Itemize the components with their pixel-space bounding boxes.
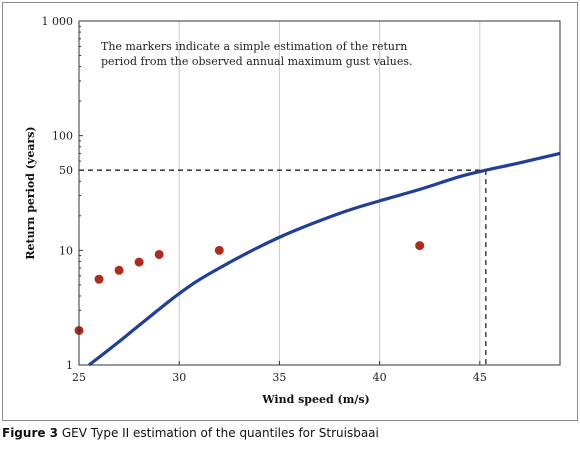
y-tick-label: 50 [59, 164, 73, 177]
x-tick-label: 30 [172, 371, 186, 384]
reference-lines [79, 169, 487, 365]
caption-label: Figure 3 [2, 426, 59, 440]
caption-text: GEV Type II estimation of the quantiles … [61, 426, 379, 440]
observed-marker [154, 249, 164, 259]
marker-layer [74, 241, 425, 335]
figure-caption: Figure 3 GEV Type II estimation of the q… [2, 426, 578, 440]
x-ticks: 25 30 35 40 45 [72, 361, 487, 384]
curve-layer [88, 151, 561, 367]
observed-marker [94, 274, 104, 284]
annotation-line-1: The markers indicate a simple estimation… [101, 40, 407, 53]
y-tick-label: 10 [59, 244, 73, 257]
observed-marker [214, 245, 224, 255]
observed-marker [415, 241, 425, 251]
x-tick-label: 45 [473, 371, 487, 384]
x-tick-label: 25 [72, 371, 86, 384]
figure-frame: 1 10 50 100 1 000 25 30 35 40 45 The markers ind… [2, 2, 578, 421]
grid-layer [178, 21, 481, 365]
y-axis-label: Return period (years) [24, 126, 37, 259]
y-tick-label: 1 [66, 359, 73, 372]
gev-curve [88, 151, 561, 367]
chart-svg: 1 10 50 100 1 000 25 30 35 40 45 The markers ind… [24, 15, 561, 406]
y-tick-label: 100 [52, 130, 73, 143]
y-tick-label: 1 000 [42, 15, 74, 28]
observed-marker [134, 257, 144, 267]
y-ticks: 1 10 50 100 1 000 [42, 15, 83, 372]
x-tick-label: 40 [373, 371, 387, 384]
x-axis-label: Wind speed (m/s) [261, 393, 370, 406]
observed-marker [114, 265, 124, 275]
x-tick-label: 35 [272, 371, 286, 384]
annotation-line-2: period from the observed annual maximum … [101, 55, 412, 68]
plot-area-border [78, 20, 561, 366]
